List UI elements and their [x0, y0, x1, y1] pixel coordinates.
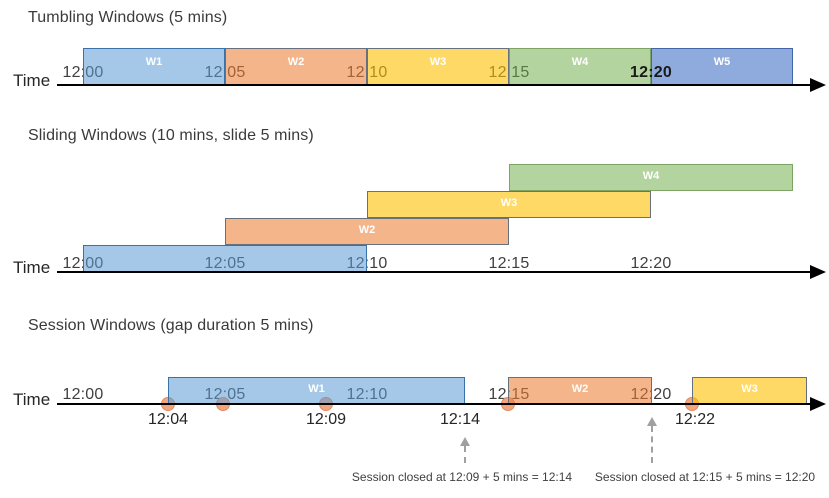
session-close-arrow-line-1 [651, 426, 653, 463]
window-label-tumbling-w5: W5 [713, 56, 731, 68]
window-label-tumbling-w1: W1 [145, 56, 163, 68]
session-close-arrow-icon-1 [647, 417, 657, 426]
window-label-sliding-w4: W4 [642, 170, 660, 182]
time-axis [57, 84, 812, 86]
time-axis [57, 403, 812, 405]
session-close-arrow-line-0 [464, 446, 466, 463]
diagram-title-sliding: Sliding Windows (10 mins, slide 5 mins) [28, 127, 314, 144]
time-axis-label: Time [13, 258, 51, 277]
window-box-session-w3 [692, 377, 807, 404]
window-label-tumbling-w3: W3 [429, 56, 447, 68]
time-axis-label: Time [13, 390, 51, 409]
window-label-tumbling-w2: W2 [287, 56, 305, 68]
window-label-session-w1: W1 [308, 383, 325, 395]
event-time-label-3: 12:22 [674, 411, 716, 428]
time-tick-label-sliding-4: 12:20 [630, 255, 672, 272]
window-label-tumbling-w4: W4 [571, 56, 589, 68]
axis-arrowhead-icon [810, 397, 826, 411]
window-box-sliding-w1 [83, 245, 367, 272]
window-label-sliding-w3: W3 [500, 197, 518, 209]
window-box-tumbling-w1 [83, 48, 225, 85]
time-tick-label-tumbling-4: 12:20 [630, 64, 672, 81]
window-box-sliding-w3 [367, 191, 651, 218]
window-box-tumbling-w3 [367, 48, 509, 85]
window-box-sliding-w4 [509, 164, 793, 191]
event-time-label-0: 12:04 [147, 411, 189, 428]
time-tick-label-session-0: 12:00 [62, 386, 104, 403]
window-label-session-w2: W2 [571, 383, 589, 395]
annotation-text-0: Session closed at 12:09 + 5 mins = 12:14 [351, 470, 573, 484]
time-axis-label: Time [13, 71, 51, 90]
window-box-sliding-w2 [225, 218, 509, 245]
window-label-session-w3: W3 [741, 383, 758, 395]
time-axis [57, 271, 812, 273]
axis-arrowhead-icon [810, 78, 826, 92]
window-box-session-w2 [508, 377, 652, 404]
event-time-label-2: 12:14 [439, 411, 481, 428]
annotation-text-1: Session closed at 12:15 + 5 mins = 12:20 [594, 470, 816, 484]
axis-arrowhead-icon [810, 265, 826, 279]
window-label-sliding-w2: W2 [358, 224, 376, 236]
time-tick-label-sliding-3: 12:15 [488, 255, 530, 272]
window-box-tumbling-w5 [651, 48, 793, 85]
event-time-label-1: 12:09 [305, 411, 347, 428]
session-close-arrow-icon-0 [460, 437, 470, 446]
diagram-title-tumbling: Tumbling Windows (5 mins) [28, 9, 228, 26]
diagram-title-session: Session Windows (gap duration 5 mins) [28, 317, 314, 334]
window-box-session-w1 [168, 377, 465, 404]
